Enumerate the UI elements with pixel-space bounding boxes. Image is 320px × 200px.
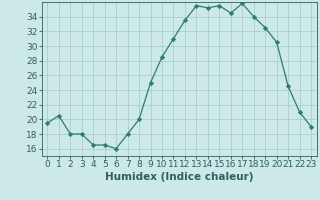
X-axis label: Humidex (Indice chaleur): Humidex (Indice chaleur) bbox=[105, 172, 253, 182]
